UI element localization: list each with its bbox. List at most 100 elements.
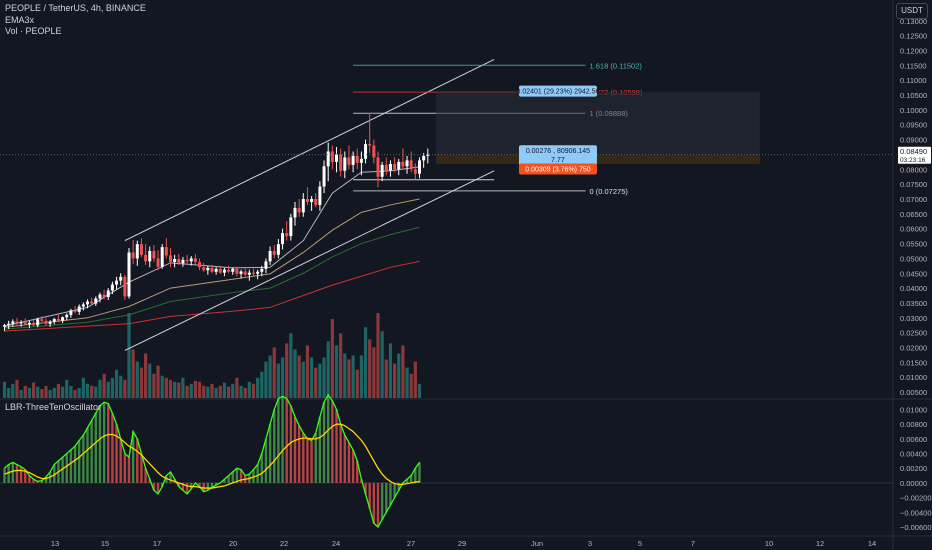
candle-body [202,267,206,271]
candle-body [397,161,401,170]
time-tick-label: 24 [332,539,340,548]
volume-bar [181,377,185,398]
trend-channel-line [124,170,495,351]
time-tick-label: 5 [638,539,642,548]
oscillator-histogram-bar [65,453,68,483]
volume-bar [164,377,168,398]
oscillator-histogram-bar [414,468,417,483]
oscillator-histogram-bar [239,469,243,483]
candle-body [135,244,139,259]
price-tick-label: 0.06000 [900,225,927,234]
oscillator-histogram-bar [82,435,85,483]
volume-bar [52,387,56,398]
candle-body [119,276,123,281]
volume-bar [231,383,235,398]
candle-body [106,290,110,298]
time-tick-label: 17 [153,539,161,548]
candle-body [272,250,276,255]
symbol-title[interactable]: PEOPLE / TetherUS, 4h, BINANCE [5,3,146,13]
oscillator-histogram-bar [44,477,48,483]
ema-line [4,198,420,328]
fib-level-label: 1.618 (0.11502) [590,61,643,70]
oscillator-fast-line [4,393,421,528]
volume-bar [36,386,40,398]
oscillator-histogram-bar [339,424,342,483]
volume-bar [127,313,131,398]
oscillator-histogram-bar [111,413,114,483]
candle-body [368,144,372,146]
time-tick-label: 27 [407,539,415,548]
volume-bar [110,377,114,398]
time-tick-label: 29 [458,539,466,548]
volume-bar [73,389,77,398]
oscillator-histogram-bar [24,469,27,483]
volume-bar [85,383,90,398]
candle-body [256,271,260,274]
oscillator-histogram-bar [73,446,77,483]
oscillator-histogram-bar [385,482,388,513]
ema-indicator-label[interactable]: EMA3x [5,15,35,25]
volume-indicator-label[interactable]: Vol · PEOPLE [5,26,62,36]
oscillator-histogram-bar [140,453,143,483]
volume-bar [297,355,301,398]
candle-body [69,310,73,315]
candle-body [372,145,376,158]
volume-bar [31,382,36,398]
oscillator-histogram-bar [98,405,102,483]
candle-body [405,160,409,167]
oscillator-histogram-bar [393,482,396,498]
price-tick-label: 0.13000 [900,17,927,26]
candle-body [243,271,247,275]
candle-body [210,267,214,272]
oscillator-histogram-bar [335,409,338,483]
oscillator-histogram-bar [343,435,346,483]
candle-body [364,144,368,159]
currency-button[interactable]: USDT [896,3,928,19]
price-tick-label: 0.00500 [900,388,927,397]
volume-bar [210,383,214,398]
oscillator-histogram-bar [94,413,97,483]
candle-body [222,269,226,273]
candle-body [401,161,405,167]
volume-bar [368,339,372,398]
candle-body [81,304,85,307]
volume-bar [139,367,144,398]
oscillator-histogram-bar [356,460,359,483]
candle-body [318,186,322,205]
oscillator-histogram-bar [107,403,110,483]
volume-bar [351,355,355,398]
candle-body [73,310,77,312]
position-target-label: 0.02401 (29.23%) 2942.56 [516,89,599,96]
candle-body [65,314,69,318]
volume-bar [272,347,276,398]
oscillator-histogram-bar [190,482,193,489]
oscillator-histogram-bar [214,482,218,486]
oscillator-histogram-bar [169,471,172,483]
candle-body [335,154,338,162]
oscillator-histogram-bar [380,482,384,520]
candle-body [94,298,98,304]
candle-body [355,155,359,163]
price-tick-label: 0.01500 [900,358,927,367]
volume-bar [227,386,231,398]
oscillator-histogram-bar [127,457,131,483]
volume-bar [301,361,305,398]
price-tick-label: 0.06500 [900,210,927,219]
oscillator-histogram-bar [156,482,160,494]
volume-bar [189,383,193,398]
candle-body [148,250,152,262]
candle-body [322,166,326,187]
volume-bar [330,319,334,398]
oscillator-title[interactable]: LBR-ThreeTenOscillator [5,402,102,412]
oscillator-histogram-bar [268,424,272,483]
volume-bar [388,343,393,398]
oscillator-histogram-bar [310,440,313,483]
price-tick-label: 0.04500 [900,269,927,278]
candle-body [3,325,6,327]
volume-bar [114,369,119,398]
time-tick-label: 22 [280,539,288,548]
volume-bar [397,353,401,398]
oscillator-histogram-bar [32,479,35,483]
candle-body [139,244,143,255]
